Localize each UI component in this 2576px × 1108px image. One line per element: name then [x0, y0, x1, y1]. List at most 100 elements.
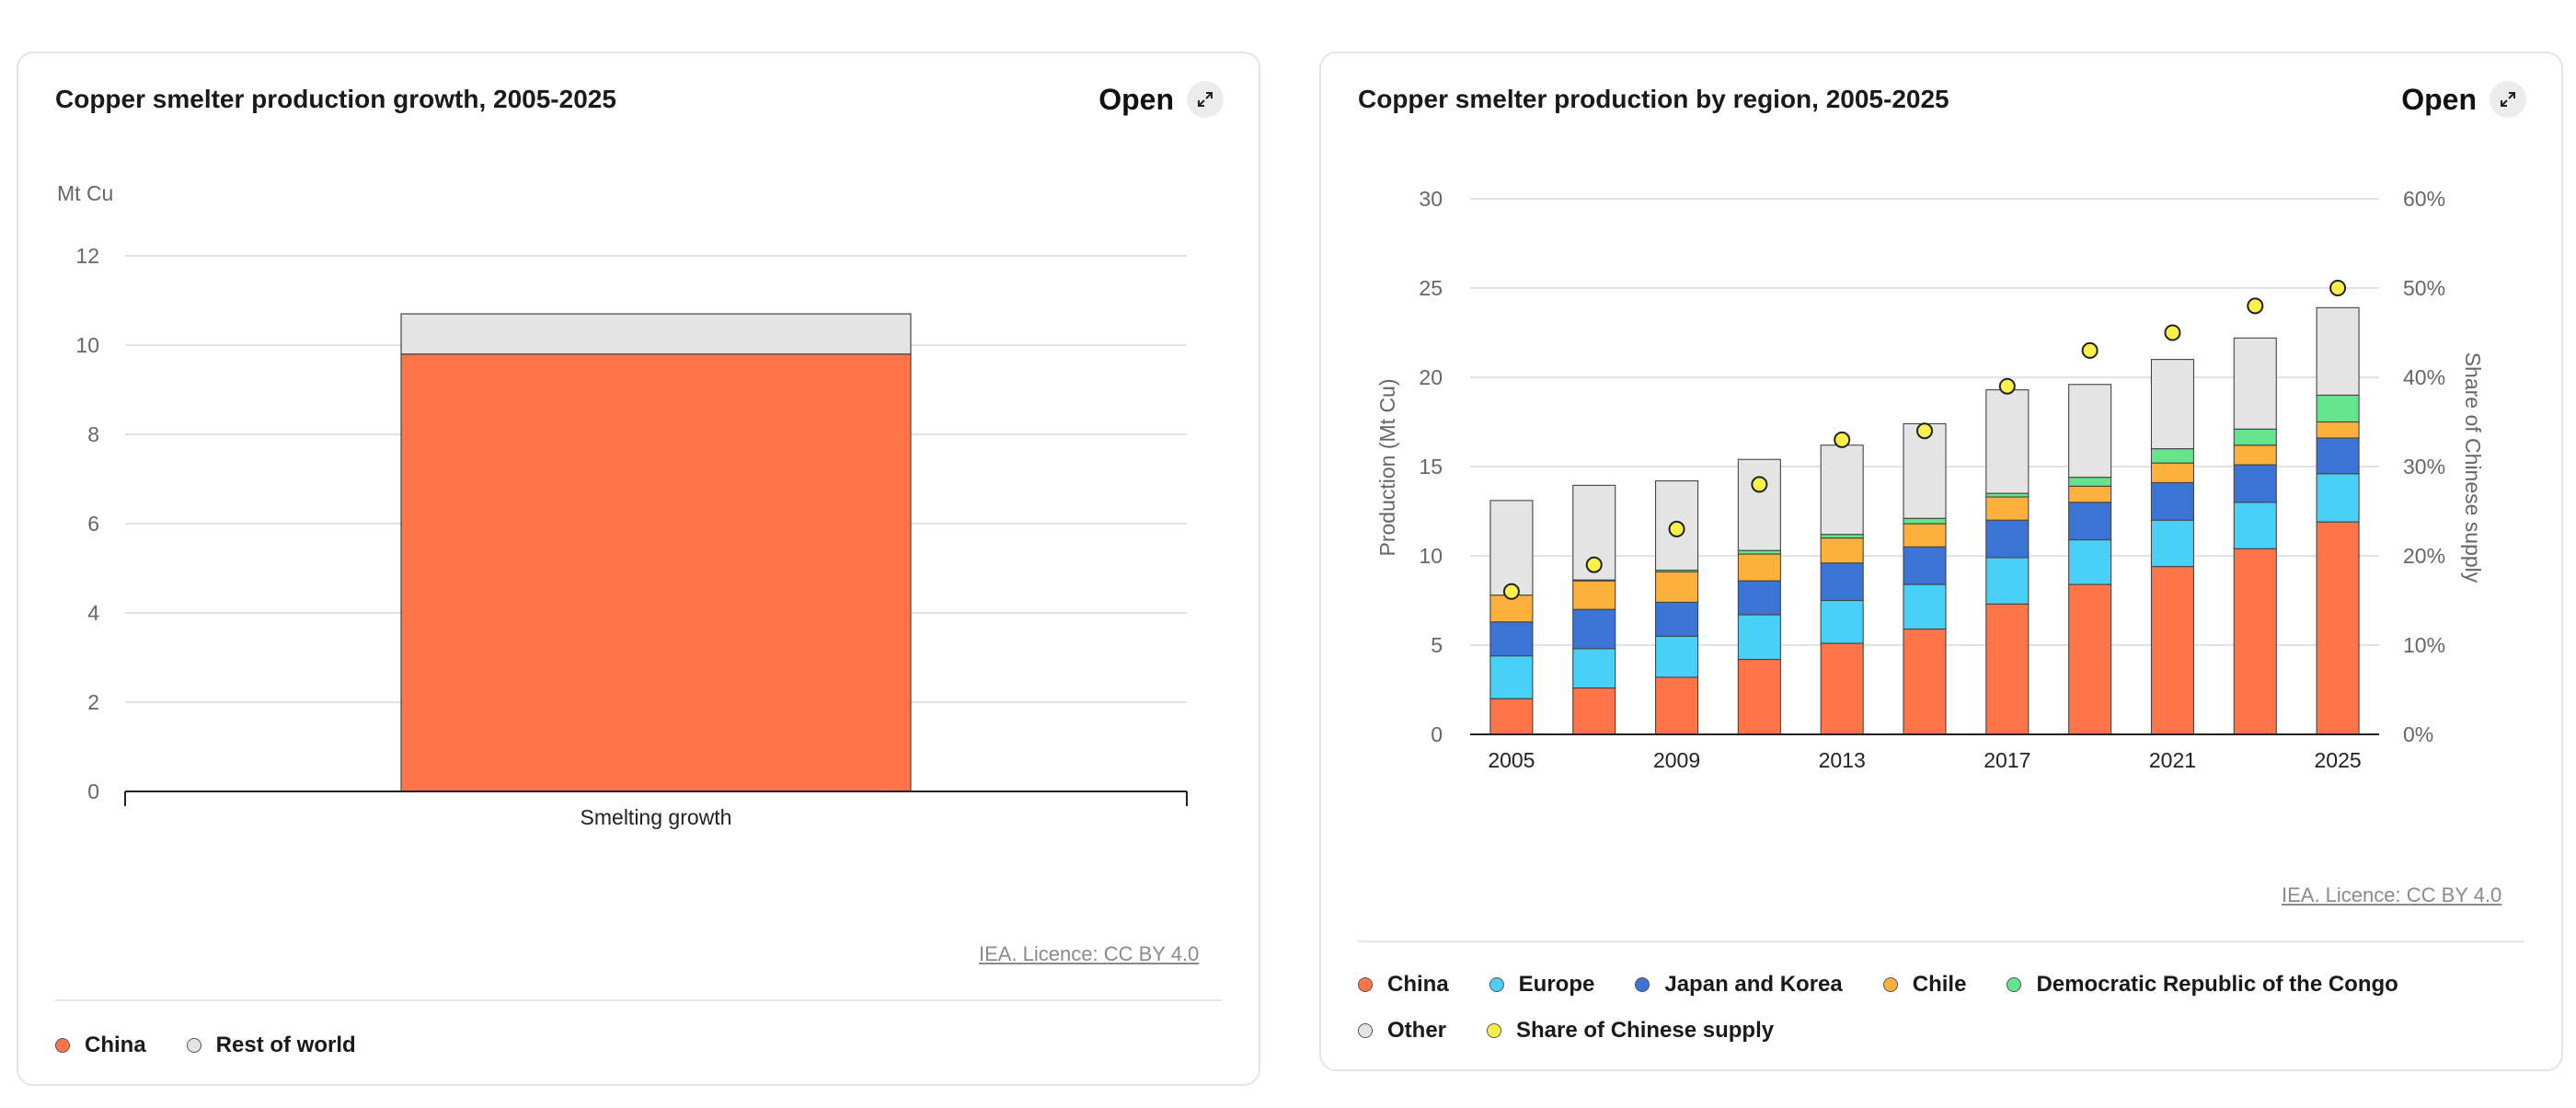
y-tick-label: 10	[75, 333, 99, 357]
bar-europe	[1903, 583, 1947, 630]
open-button[interactable]: Open	[1098, 81, 1224, 118]
x-tick-label: 2009	[1653, 748, 1700, 772]
legend-item-china[interactable]: China	[55, 1033, 146, 1058]
legend-item-japan-and-korea[interactable]: Japan and Korea	[1635, 972, 1843, 998]
share-point	[1834, 431, 1851, 448]
chart-legend: China Rest of world	[55, 1033, 1222, 1058]
open-label: Open	[1098, 82, 1174, 116]
legend-swatch	[1487, 1023, 1502, 1038]
bar-china	[1572, 687, 1616, 735]
legend-swatch	[186, 1038, 201, 1053]
open-button[interactable]: Open	[2401, 81, 2526, 118]
bar-democratic-republic-of-the-congo	[1820, 534, 1864, 539]
legend-item-share-of-chinese-supply[interactable]: Share of Chinese supply	[1487, 1018, 1774, 1044]
y-tick-label: 6	[87, 512, 99, 536]
y-tick-label: 25	[1419, 276, 1443, 300]
bar-china	[2068, 583, 2112, 735]
bar-japan-and-korea	[2233, 464, 2277, 503]
x-tick-label: 2013	[1819, 748, 1866, 772]
divider	[1358, 941, 2524, 942]
y-tick-label: 5	[1431, 633, 1443, 657]
bar-chile	[1985, 496, 2030, 521]
bar-china	[1985, 603, 2030, 735]
bar-europe	[2150, 519, 2195, 568]
legend-item-rest-of-world[interactable]: Rest of world	[186, 1033, 356, 1058]
y-tick-label: 20	[1419, 365, 1443, 389]
legend-label: Chile	[1912, 972, 1967, 997]
bar-china	[2316, 521, 2360, 735]
legend-swatch	[55, 1038, 70, 1053]
share-point	[1751, 476, 1768, 493]
legend-item-democratic-republic-of-the-congo[interactable]: Democratic Republic of the Congo	[2007, 972, 2398, 998]
chart-card-region: Copper smelter production by region, 200…	[1319, 52, 2563, 1071]
bar-chile	[1903, 523, 1947, 548]
legend-label: Rest of world	[215, 1033, 356, 1057]
region-chart: 0510152025300%10%20%30%40%50%60%Producti…	[1375, 187, 2485, 772]
bar-other	[2233, 337, 2277, 430]
x-tick-label: 2005	[1488, 748, 1535, 772]
open-label: Open	[2401, 82, 2477, 116]
y2-tick-label: 60%	[2403, 187, 2445, 211]
y2-tick-label: 0%	[2403, 722, 2433, 746]
legend-label: Democratic Republic of the Congo	[2036, 972, 2398, 997]
bar-democratic-republic-of-the-congo	[2068, 477, 2112, 487]
bar-japan-and-korea	[1985, 519, 2030, 559]
x-tick-label: Smelting growth	[581, 805, 732, 829]
chart-title: Copper smelter production growth, 2005-2…	[55, 85, 616, 113]
legend-label: Europe	[1518, 972, 1595, 997]
bar-chile	[1820, 537, 1864, 564]
bar-chile	[1572, 580, 1616, 610]
y-tick-label: 0	[1431, 722, 1443, 746]
bar-europe	[1654, 635, 1699, 678]
licence-link[interactable]: IEA. Licence: CC BY 4.0	[979, 942, 1200, 965]
y-tick-label: 2	[87, 690, 99, 714]
share-point	[1585, 556, 1603, 573]
bar-japan-and-korea	[2068, 502, 2112, 541]
bar-chile	[2150, 462, 2195, 484]
growth-chart: Mt Cu 0 2 4 6 8 10 12 Smelting growth	[57, 181, 1188, 829]
bar-chile	[2233, 444, 2277, 466]
bar-chile	[2068, 485, 2112, 503]
y-tick-label: 4	[87, 601, 99, 625]
y2-tick-label: 50%	[2403, 276, 2445, 300]
legend-item-europe[interactable]: Europe	[1489, 972, 1595, 998]
bar-japan-and-korea	[1737, 580, 1781, 616]
bar-china	[1820, 642, 1864, 735]
x-tick-label: 2017	[1984, 748, 2030, 772]
bar-japan-and-korea	[2316, 437, 2360, 475]
y2-tick-label: 10%	[2403, 633, 2445, 657]
bar-china	[2233, 548, 2277, 735]
licence-link[interactable]: IEA. Licence: CC BY 4.0	[2282, 883, 2502, 906]
bar-europe	[1820, 599, 1864, 644]
bar-chile	[2316, 421, 2360, 439]
y2-axis-label: Share of Chinese supply	[2461, 352, 2485, 583]
expand-icon	[2490, 81, 2526, 118]
share-point	[1998, 377, 2016, 395]
bar-europe	[2316, 473, 2360, 523]
bar-china	[1654, 676, 1699, 735]
bar-democratic-republic-of-the-congo	[2316, 394, 2360, 423]
legend-item-other[interactable]: Other	[1358, 1018, 1446, 1044]
y2-tick-label: 30%	[2403, 455, 2445, 479]
bar-democratic-republic-of-the-congo	[2150, 448, 2195, 464]
x-tick-label: 2025	[2315, 748, 2362, 772]
y-tick-label: 8	[87, 422, 99, 446]
share-point	[2247, 297, 2264, 315]
bar-other	[2068, 384, 2112, 479]
bar-china	[1489, 698, 1534, 735]
chart-legend: China Europe Japan and Korea Chile Democrati…	[1358, 972, 2524, 1044]
bar-other	[1820, 444, 1864, 536]
legend-swatch	[1882, 977, 1898, 992]
y-tick-label: 12	[75, 244, 99, 268]
legend-item-china[interactable]: China	[1358, 972, 1449, 998]
bar-europe	[1572, 648, 1616, 689]
bar-europe	[2233, 502, 2277, 549]
bar-china	[1737, 658, 1781, 735]
bar-democratic-republic-of-the-congo	[1985, 492, 2030, 498]
bar-chile	[1654, 571, 1699, 603]
legend-item-chile[interactable]: Chile	[1882, 972, 1967, 998]
bar-rest-of-world	[400, 313, 912, 355]
legend-label: Japan and Korea	[1664, 972, 1843, 997]
y2-tick-label: 40%	[2403, 365, 2445, 389]
bar-democratic-republic-of-the-congo	[1737, 549, 1781, 555]
